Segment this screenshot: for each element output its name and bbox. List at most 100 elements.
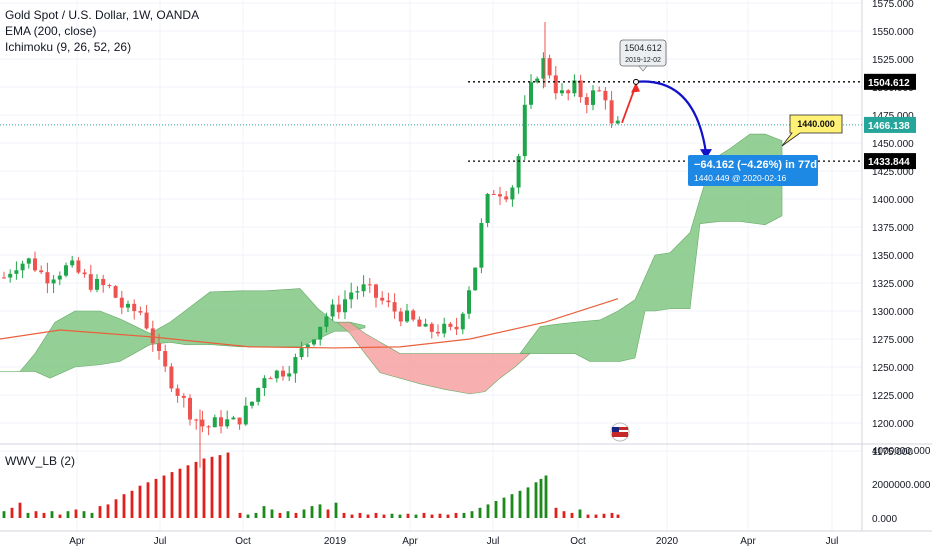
measure-box: −64.162 (−4.26%) in 77d 1440.449 @ 2020-0…: [688, 155, 818, 186]
candle-down: [144, 312, 149, 329]
candle-up: [287, 373, 292, 377]
volume-bar-down: [238, 512, 242, 518]
candle-down: [454, 326, 459, 330]
volume-bar-down: [382, 514, 386, 518]
drawings[interactable]: 1504.612 2019-12-02 −64.162 (−4.26%) in 77…: [610, 39, 843, 442]
volume-bar-up: [270, 509, 274, 518]
volume-bar-down: [210, 456, 214, 518]
time-tick-label: Apr: [69, 536, 85, 547]
volume-bar-up: [544, 475, 548, 518]
candle-down: [88, 274, 93, 290]
callout: 1440.000: [781, 114, 843, 147]
candle-down: [237, 417, 242, 425]
time-tick-label: 2019: [324, 536, 347, 547]
volume-bar-down: [562, 511, 566, 518]
price-levels[interactable]: [0, 81, 862, 162]
time-tick-label: 2020: [656, 536, 679, 547]
volume-bar-down: [106, 504, 110, 518]
volume-bar-down: [342, 512, 346, 518]
candle-down: [597, 90, 602, 92]
cloud-bear: [336, 321, 531, 395]
volume-bar-down: [10, 507, 14, 518]
volume-bar-up: [82, 511, 86, 518]
candle-up: [535, 78, 540, 83]
candle-down: [2, 277, 6, 279]
volume-tick-label: 0.000: [872, 514, 897, 525]
ichimoku-legend[interactable]: Ichimoku (9, 26, 52, 26): [5, 40, 132, 54]
flag-icon: [610, 422, 630, 442]
volume-bar-down: [602, 513, 606, 518]
price-tick-label: 1200.000: [872, 419, 914, 430]
candle-down: [101, 278, 106, 286]
candle-down: [107, 285, 112, 287]
candle-down: [367, 284, 372, 286]
point-label-date: 2019-12-02: [625, 57, 661, 64]
price-tick-label: 1475.000: [872, 111, 914, 122]
price-tag-lower: 1433.844: [868, 157, 910, 168]
candle-down: [45, 272, 50, 284]
point-label-box: 1504.612 2019-12-02: [619, 39, 667, 72]
measure-target: 1440.449 @ 2020-02-16: [694, 173, 787, 183]
candle-down: [578, 80, 583, 98]
volume-bar-down: [138, 485, 142, 518]
candle-up: [225, 419, 230, 427]
candle-up: [212, 417, 217, 428]
candle-up: [274, 370, 279, 379]
candle-down: [150, 328, 155, 344]
ichimoku-cloud: [0, 133, 783, 395]
candle-down: [491, 193, 496, 195]
candle-down: [398, 311, 403, 322]
volume-bar-down: [194, 461, 198, 518]
volume-bar-down: [406, 513, 410, 518]
candle-down: [268, 378, 273, 380]
ema-legend[interactable]: EMA (200, close): [5, 24, 97, 38]
volume-bar-down: [366, 514, 370, 518]
candle-down: [436, 331, 440, 334]
point-label-price: 1504.612: [624, 43, 662, 53]
volume-bars: [2, 452, 620, 518]
volume-bar-up: [254, 512, 258, 518]
projection-arrow: [635, 80, 708, 154]
candle-up: [330, 304, 335, 317]
chart-title[interactable]: Gold Spot / U.S. Dollar, 1W, OANDA: [5, 8, 200, 22]
volume-bar-down: [616, 514, 620, 518]
volume-bar-down: [610, 512, 614, 518]
volume-bar-up: [478, 507, 482, 518]
volume-bar-up: [334, 502, 338, 518]
volume-bar-down: [438, 513, 442, 518]
time-tick-label: Jul: [487, 536, 500, 547]
volume-bar-down: [430, 514, 434, 518]
measure-change: −64.162 (−4.26%) in 77d: [694, 159, 817, 171]
price-tick-label: 1225.000: [872, 391, 914, 402]
point-label-pointer: [638, 65, 648, 72]
candle-down: [39, 270, 44, 273]
price-tick-label: 1550.000: [872, 27, 914, 38]
candle-up: [57, 275, 62, 280]
candle-down: [157, 343, 161, 352]
candle-up: [305, 344, 310, 349]
candle-up: [355, 291, 360, 293]
candle-down: [82, 272, 87, 275]
candle-down: [386, 300, 391, 303]
candle-up: [343, 299, 347, 313]
candle-down: [175, 388, 180, 396]
candle-up: [510, 187, 515, 200]
candle-up: [312, 339, 316, 345]
ema-200-line: [0, 298, 619, 349]
flag-icon-stripe: [612, 430, 628, 432]
volume-bar-up: [318, 504, 322, 518]
candle-up: [126, 303, 130, 308]
volume-bar-down: [226, 452, 230, 518]
cloud-bull-1: [0, 288, 366, 379]
candle-up: [591, 90, 595, 105]
price-tick-label: 1400.000: [872, 195, 914, 206]
price-tick-label: 1375.000: [872, 223, 914, 234]
volume-bar-down: [294, 512, 298, 518]
price-tick-label: 1425.000: [872, 167, 914, 178]
indicator-legend[interactable]: WWV_LB (2): [5, 454, 76, 468]
volume-bar-up: [262, 506, 266, 518]
volume-bar-down: [34, 511, 38, 518]
candle-down: [429, 323, 434, 332]
volume-bar-up: [526, 487, 530, 518]
volume-bar-down: [170, 472, 174, 518]
